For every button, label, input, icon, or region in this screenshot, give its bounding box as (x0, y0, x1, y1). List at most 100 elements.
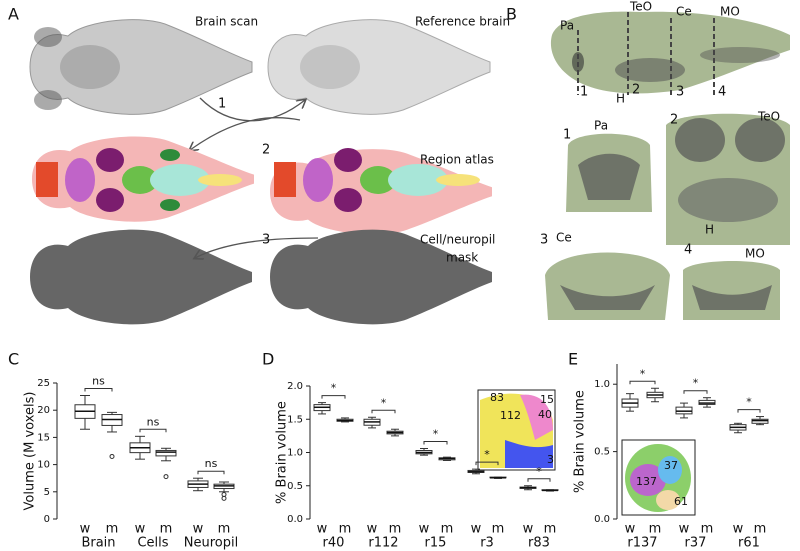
x-tick-label: m (218, 522, 231, 537)
region (198, 174, 242, 186)
image-title: Reference brain (415, 15, 510, 29)
significance-bracket (527, 478, 551, 482)
region (388, 164, 448, 196)
region (122, 166, 158, 194)
inset-region (658, 456, 682, 484)
group-label: r61 (738, 536, 760, 551)
section-detail (560, 285, 655, 310)
region (360, 166, 396, 194)
significance-bracket (84, 388, 113, 392)
inset-label: 37 (664, 459, 678, 472)
inset-label: 15 (540, 393, 554, 406)
inset-region (656, 490, 680, 510)
region (436, 174, 480, 186)
x-tick-label: w (523, 522, 534, 537)
reference-detail (300, 45, 360, 89)
y-tick-label: 15 (37, 432, 50, 443)
significance: * (331, 382, 337, 395)
region (334, 188, 362, 212)
image-title: Brain scan (195, 15, 258, 29)
significance: * (746, 396, 752, 409)
image-title: Cell/neuropil (420, 233, 495, 247)
region-label: MO (745, 247, 765, 261)
significance: * (381, 396, 387, 409)
y-tick-label: 0.0 (287, 514, 303, 525)
inset-label: 112 (500, 409, 521, 422)
y-tick-label: 1.0 (594, 379, 610, 390)
outlier (109, 453, 115, 459)
image-title: mask (446, 251, 478, 265)
region-label: TeO (757, 110, 780, 124)
region-label: H (705, 223, 714, 237)
section-detail (578, 153, 640, 200)
x-tick-label: m (492, 522, 505, 537)
section-number: 3 (540, 233, 548, 248)
x-tick-label: w (193, 522, 204, 537)
region-label: MO (720, 5, 740, 19)
x-tick-label: w (679, 522, 690, 537)
x-tick-label: w (80, 522, 91, 537)
panel-letter: D (262, 350, 274, 369)
x-tick-label: m (106, 522, 119, 537)
group-label: Brain (81, 536, 115, 551)
region-label: Pa (560, 19, 574, 33)
region (36, 162, 58, 197)
significance: * (640, 367, 646, 380)
significance-bracket (197, 470, 225, 475)
y-tick-label: 20 (37, 405, 50, 416)
brain-scan-detail (34, 27, 62, 47)
panel-letter: E (568, 350, 578, 369)
x-tick-label: m (389, 522, 402, 537)
y-tick-label: 5 (44, 487, 50, 498)
section-number: 1 (580, 85, 588, 100)
group-label: r137 (627, 536, 657, 551)
significance: * (536, 465, 542, 478)
region-label: Ce (676, 5, 692, 19)
region (96, 188, 124, 212)
y-axis-label: % Brain volume (275, 401, 290, 504)
x-tick-label: m (754, 522, 767, 537)
step-number: 3 (262, 233, 270, 248)
x-tick-label: m (160, 522, 173, 537)
x-tick-label: m (339, 522, 352, 537)
region-label: Pa (594, 119, 608, 133)
box (155, 449, 177, 457)
step-number: 1 (218, 97, 226, 112)
side-detail (615, 58, 685, 82)
significance-bracket (139, 428, 167, 433)
region (150, 164, 210, 196)
significance-bracket (321, 395, 346, 399)
section-number: 2 (670, 113, 678, 128)
group-label: Neuropil (184, 536, 238, 551)
brain-scan-detail (34, 90, 62, 110)
group-label: r3 (480, 536, 494, 551)
inset-d (477, 389, 556, 471)
section-number: 2 (632, 83, 640, 98)
x-tick-label: w (733, 522, 744, 537)
section-number: 3 (676, 85, 684, 100)
region (65, 158, 95, 202)
x-tick-label: w (471, 522, 482, 537)
x-tick-label: w (367, 522, 378, 537)
image-title: Region atlas (420, 153, 494, 167)
x-tick-label: w (625, 522, 636, 537)
section-lines (577, 12, 715, 95)
panel-a: A Brain scan Reference brain 1 (8, 5, 510, 325)
y-axis-label: % Brain volume (573, 390, 588, 493)
section-detail (735, 118, 785, 162)
panel-b: B Pa TeO Ce MO 1 2 3 4 H 1 Pa 2 TeO H 3 (506, 0, 790, 320)
significance-bracket (371, 409, 396, 414)
region (160, 199, 180, 211)
region (334, 148, 362, 172)
x-tick-label: w (317, 522, 328, 537)
group-label: r15 (425, 536, 447, 551)
significance-bracket (683, 390, 708, 394)
y-tick-label: 0.0 (594, 514, 610, 525)
inset-region (520, 394, 553, 440)
x-tick-label: w (135, 522, 146, 537)
y-tick-label: 1.5 (287, 414, 303, 425)
significance: * (433, 428, 439, 441)
outlier (221, 495, 227, 501)
group-label: r37 (685, 536, 707, 551)
